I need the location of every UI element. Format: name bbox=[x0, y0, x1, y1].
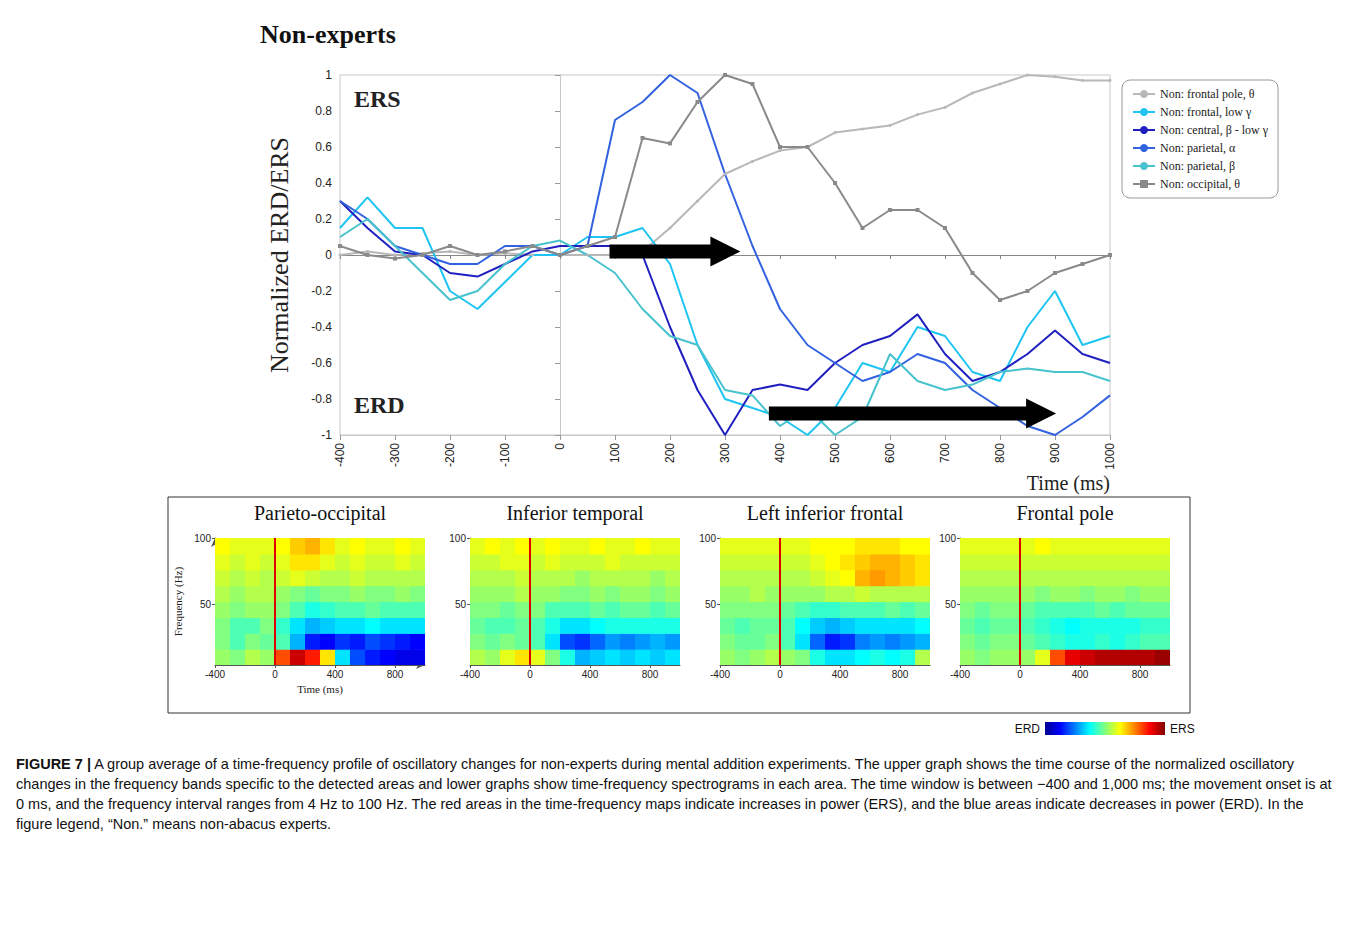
svg-text:100: 100 bbox=[194, 533, 211, 544]
svg-text:50: 50 bbox=[945, 599, 957, 610]
svg-text:-400: -400 bbox=[950, 669, 970, 680]
svg-text:100: 100 bbox=[939, 533, 956, 544]
svg-text:800: 800 bbox=[1132, 669, 1149, 680]
svg-text:Non-experts: Non-experts bbox=[260, 20, 396, 49]
svg-text:-0.2: -0.2 bbox=[311, 284, 332, 298]
svg-text:400: 400 bbox=[832, 669, 849, 680]
svg-text:-400: -400 bbox=[460, 669, 480, 680]
svg-text:900: 900 bbox=[1048, 443, 1062, 463]
svg-text:0: 0 bbox=[527, 669, 533, 680]
svg-text:800: 800 bbox=[642, 669, 659, 680]
svg-text:400: 400 bbox=[327, 669, 344, 680]
svg-text:-0.6: -0.6 bbox=[311, 356, 332, 370]
svg-text:-400: -400 bbox=[710, 669, 730, 680]
svg-text:800: 800 bbox=[892, 669, 909, 680]
svg-text:-1: -1 bbox=[321, 428, 332, 442]
svg-text:-0.4: -0.4 bbox=[311, 320, 332, 334]
svg-text:0: 0 bbox=[553, 443, 567, 450]
svg-text:ERD: ERD bbox=[1015, 722, 1041, 736]
svg-text:Non: frontal pole, θ: Non: frontal pole, θ bbox=[1160, 87, 1255, 101]
svg-text:800: 800 bbox=[387, 669, 404, 680]
html-text:FIGURE 7 | A group average of: FIGURE 7 | A group average of a time-fre… bbox=[16, 756, 1332, 832]
svg-text:-400: -400 bbox=[333, 443, 347, 467]
svg-text:400: 400 bbox=[1072, 669, 1089, 680]
svg-text:800: 800 bbox=[993, 443, 1007, 463]
svg-text:300: 300 bbox=[718, 443, 732, 463]
svg-text:100: 100 bbox=[699, 533, 716, 544]
svg-text:Non: frontal, low γ: Non: frontal, low γ bbox=[1160, 105, 1252, 119]
svg-text:50: 50 bbox=[200, 599, 212, 610]
svg-text:0.2: 0.2 bbox=[315, 212, 332, 226]
svg-text:50: 50 bbox=[705, 599, 717, 610]
svg-text:0: 0 bbox=[1017, 669, 1023, 680]
svg-text:ERS: ERS bbox=[1170, 722, 1195, 736]
svg-text:Frontal pole: Frontal pole bbox=[1016, 502, 1113, 525]
svg-text:Parieto-occipital: Parieto-occipital bbox=[254, 502, 387, 525]
svg-text:-100: -100 bbox=[498, 443, 512, 467]
svg-text:Non: parietal, α: Non: parietal, α bbox=[1160, 141, 1236, 155]
svg-text:Normalized ERD/ERS: Normalized ERD/ERS bbox=[265, 137, 294, 373]
svg-text:0: 0 bbox=[777, 669, 783, 680]
svg-text:Time (ms): Time (ms) bbox=[297, 683, 343, 696]
svg-text:-200: -200 bbox=[443, 443, 457, 467]
svg-text:500: 500 bbox=[828, 443, 842, 463]
svg-text:1: 1 bbox=[325, 68, 332, 82]
svg-text:ERD: ERD bbox=[354, 392, 405, 418]
svg-text:400: 400 bbox=[582, 669, 599, 680]
svg-text:600: 600 bbox=[883, 443, 897, 463]
svg-text:200: 200 bbox=[663, 443, 677, 463]
svg-text:Non: central, β - low γ: Non: central, β - low γ bbox=[1160, 123, 1269, 137]
svg-text:0.8: 0.8 bbox=[315, 104, 332, 118]
svg-text:Non: occipital, θ: Non: occipital, θ bbox=[1160, 177, 1240, 191]
svg-text:100: 100 bbox=[608, 443, 622, 463]
svg-text:Non: parietal, β: Non: parietal, β bbox=[1160, 159, 1235, 173]
svg-text:100: 100 bbox=[449, 533, 466, 544]
svg-text:0.4: 0.4 bbox=[315, 176, 332, 190]
svg-text:-300: -300 bbox=[388, 443, 402, 467]
svg-text:0: 0 bbox=[272, 669, 278, 680]
svg-text:0.6: 0.6 bbox=[315, 140, 332, 154]
svg-text:-400: -400 bbox=[205, 669, 225, 680]
svg-text:ERS: ERS bbox=[354, 86, 401, 112]
svg-text:Left inferior frontal: Left inferior frontal bbox=[747, 502, 904, 524]
svg-text:700: 700 bbox=[938, 443, 952, 463]
svg-text:400: 400 bbox=[773, 443, 787, 463]
svg-text:Time (ms): Time (ms) bbox=[1027, 472, 1110, 495]
svg-text:-0.8: -0.8 bbox=[311, 392, 332, 406]
svg-text:Inferior temporal: Inferior temporal bbox=[506, 502, 644, 525]
svg-text:Frequency (Hz): Frequency (Hz) bbox=[172, 567, 185, 637]
svg-text:0: 0 bbox=[325, 248, 332, 262]
svg-text:50: 50 bbox=[455, 599, 467, 610]
svg-text:1000: 1000 bbox=[1103, 443, 1117, 470]
